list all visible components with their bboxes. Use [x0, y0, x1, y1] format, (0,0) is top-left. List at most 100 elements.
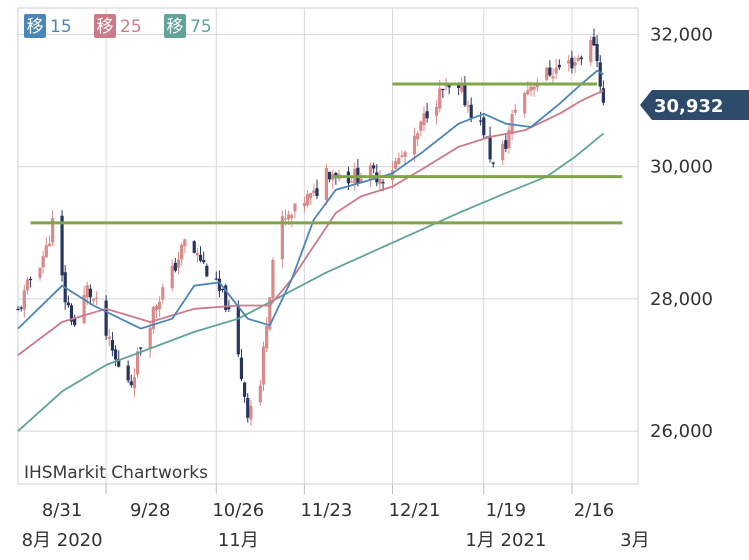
candle-up: [249, 405, 253, 420]
legend-kanji-label: 移: [167, 17, 184, 37]
candle-up: [41, 256, 45, 268]
candle-up: [258, 385, 262, 403]
candle-down: [227, 307, 231, 310]
candle-up: [501, 143, 505, 161]
candle-up: [400, 155, 404, 158]
x-tick-label: 2/16: [574, 500, 614, 521]
candle-up: [589, 39, 593, 63]
legend-swatch-ma25: [94, 14, 116, 38]
x-tick-label: 9/28: [130, 500, 170, 521]
x-tick-label: 11/23: [300, 500, 352, 521]
candle-up: [44, 245, 48, 258]
candle-down: [192, 241, 196, 253]
candle-up: [309, 192, 313, 199]
candle-up: [554, 67, 558, 74]
legend-period-label: 15: [50, 17, 72, 37]
candle-down: [598, 62, 602, 87]
candle-up: [576, 57, 580, 61]
candle-up: [526, 90, 530, 95]
candle-down: [19, 307, 23, 309]
candle-up: [158, 301, 162, 310]
candle-up: [151, 306, 155, 330]
candle-up: [529, 86, 533, 91]
candle-down: [69, 305, 74, 322]
candle-down: [425, 111, 429, 119]
candle-up: [305, 194, 310, 206]
price-tag-shape: [640, 90, 749, 121]
candle-down: [441, 88, 445, 91]
candle-up: [283, 218, 288, 220]
candle-up: [507, 130, 511, 149]
candle-up: [180, 244, 184, 260]
legend-period-label: 75: [190, 17, 212, 37]
candle-down: [110, 339, 115, 351]
legend-kanji-label: 移: [27, 17, 44, 37]
candle-up: [368, 165, 373, 181]
candle-up: [350, 181, 354, 183]
ma15-line: [17, 69, 604, 330]
candle-up: [25, 279, 30, 291]
candle-down: [601, 88, 605, 103]
candle-up: [290, 215, 294, 219]
candle-up: [91, 298, 96, 301]
x-month-label: 3月: [620, 530, 649, 551]
candle-down: [447, 84, 451, 88]
candle-up: [545, 67, 549, 80]
current-price-tag: 30,932: [640, 90, 749, 121]
legend-swatch-ma15: [24, 14, 46, 38]
candle-up: [132, 377, 137, 389]
candle-up: [22, 290, 26, 310]
candle-up: [312, 190, 316, 193]
legend[interactable]: 移 15 移 25 移 75: [24, 14, 212, 38]
ma25-line: [17, 89, 604, 356]
candle-down: [469, 104, 473, 118]
legend-period-label: 25: [120, 17, 142, 37]
candle-down: [73, 318, 77, 326]
legend-kanji-label: 移: [97, 17, 114, 37]
candle-down: [381, 182, 385, 184]
candle-down: [104, 300, 108, 336]
candle-down: [457, 85, 461, 88]
candle-down: [595, 43, 599, 62]
candle-down: [548, 67, 552, 76]
candle-up: [265, 326, 269, 349]
candle-up: [176, 259, 181, 268]
x-month-label: 11月: [218, 530, 259, 551]
candle-up: [161, 287, 165, 300]
candle-up: [148, 327, 152, 350]
candle-up: [135, 351, 140, 375]
candle-up: [359, 178, 363, 184]
candle-up: [51, 218, 55, 243]
legend-swatch-ma75: [164, 14, 186, 38]
y-tick-label: 32,000: [650, 24, 713, 45]
y-tick-label: 26,000: [650, 421, 713, 442]
candle-up: [280, 216, 284, 260]
plot-frame: [17, 7, 639, 485]
candle-up: [434, 106, 439, 116]
candle-up: [38, 267, 42, 278]
ma75-line: [17, 132, 604, 432]
moving-averages: [17, 69, 604, 432]
candle-up: [287, 214, 291, 220]
candle-down: [236, 305, 240, 355]
candle-up: [444, 85, 448, 87]
candle-down: [198, 254, 203, 261]
candle-down: [205, 265, 209, 277]
x-tick-label: 8/31: [42, 500, 82, 521]
candle-up: [567, 60, 571, 64]
candle-down: [592, 36, 596, 46]
candle-up: [523, 92, 527, 114]
watermark-text: IHSMarkit Chartworks: [24, 463, 208, 483]
x-month-label: 8月 2020: [22, 530, 103, 551]
candle-up: [394, 161, 398, 169]
candle-up: [397, 158, 401, 165]
candle-up: [85, 285, 89, 298]
candle-down: [491, 162, 495, 164]
candle-up: [154, 305, 159, 311]
x-tick-label: 1/19: [486, 500, 526, 521]
candle-down: [557, 64, 561, 68]
candle-up: [412, 135, 417, 155]
candle-down: [66, 302, 70, 306]
candle-down: [463, 84, 467, 106]
